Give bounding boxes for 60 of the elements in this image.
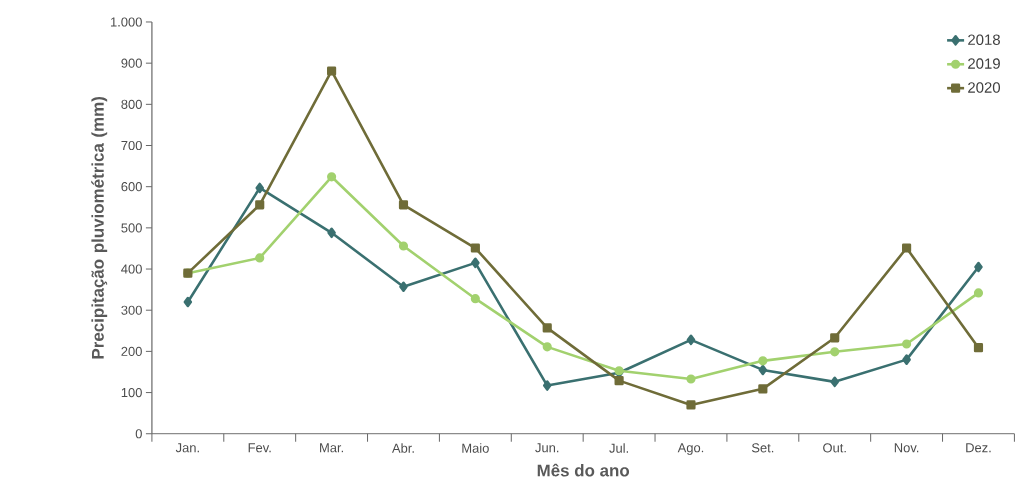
point bbox=[758, 364, 768, 376]
y-tick-label: 100 bbox=[121, 388, 142, 398]
x-axis-title: Mês do ano bbox=[537, 463, 630, 477]
point bbox=[542, 342, 552, 352]
point bbox=[398, 241, 409, 251]
y-tick-label: 300 bbox=[121, 305, 142, 315]
point bbox=[974, 261, 983, 273]
point bbox=[902, 243, 912, 253]
legend-label: 2018 bbox=[968, 34, 1000, 46]
point bbox=[758, 356, 768, 366]
point bbox=[686, 334, 696, 346]
point bbox=[758, 384, 768, 394]
point bbox=[686, 374, 696, 384]
point bbox=[902, 339, 912, 349]
x-tick-label: Ago. bbox=[677, 443, 704, 455]
point bbox=[830, 333, 840, 343]
y-tick-label: 0 bbox=[135, 429, 142, 439]
point bbox=[470, 294, 480, 304]
x-tick-label: Out. bbox=[823, 443, 846, 453]
legend-label: 2020 bbox=[968, 82, 1001, 93]
y-tick-label: 500 bbox=[121, 223, 142, 233]
point bbox=[542, 323, 552, 333]
legend-label: 2019 bbox=[968, 58, 1000, 70]
point bbox=[327, 66, 337, 76]
point bbox=[399, 281, 408, 293]
x-tick-label: Dez. bbox=[966, 443, 991, 453]
point bbox=[470, 243, 480, 253]
y-tick-label: 200 bbox=[121, 346, 142, 357]
point bbox=[398, 200, 409, 210]
point bbox=[183, 296, 193, 308]
point bbox=[327, 227, 336, 239]
y-tick-label: 700 bbox=[121, 141, 142, 151]
y-tick-label: 600 bbox=[121, 182, 142, 192]
point bbox=[255, 253, 265, 263]
point bbox=[327, 172, 337, 182]
point bbox=[686, 400, 696, 410]
y-tick-label: 1.000 bbox=[110, 17, 142, 27]
point bbox=[973, 288, 984, 298]
x-tick-label: Maio bbox=[462, 443, 489, 453]
point bbox=[902, 354, 911, 366]
point bbox=[830, 347, 840, 357]
y-tick-label: 800 bbox=[121, 99, 142, 110]
x-tick-label: Jun. bbox=[535, 443, 559, 453]
x-tick-label: Mar. bbox=[320, 443, 344, 453]
point bbox=[471, 257, 480, 269]
point bbox=[255, 200, 265, 210]
point bbox=[973, 343, 984, 353]
x-tick-label: Abr. bbox=[391, 443, 414, 453]
x-tick-label: Jan. bbox=[175, 443, 199, 453]
x-tick-label: Set. bbox=[751, 443, 774, 453]
point bbox=[542, 380, 552, 391]
y-tick-label: 900 bbox=[121, 58, 142, 68]
x-tick-label: Fev. bbox=[248, 443, 271, 453]
x-tick-label: Nov. bbox=[894, 443, 919, 453]
point bbox=[255, 182, 265, 194]
point bbox=[614, 376, 624, 386]
y-axis-title: Precipitação pluviométrica (mm) bbox=[91, 97, 108, 359]
x-tick-label: Jul. bbox=[609, 443, 628, 453]
point bbox=[830, 376, 840, 388]
y-tick-label: 400 bbox=[121, 264, 142, 274]
